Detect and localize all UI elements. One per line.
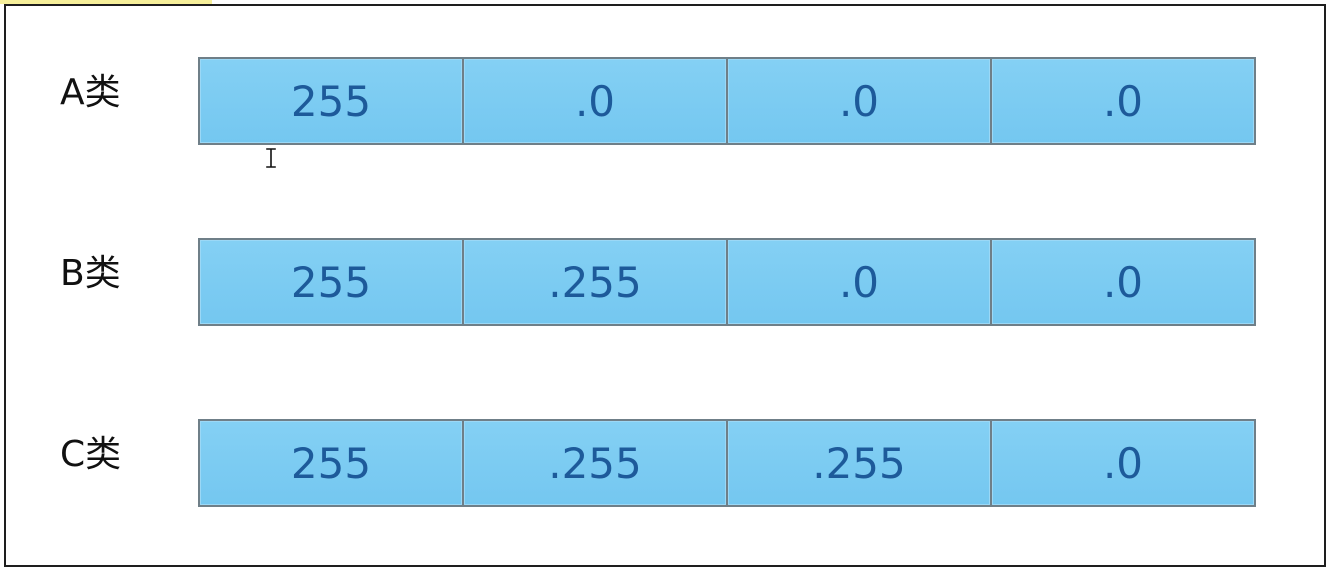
octet-cell: .0 (463, 57, 727, 145)
octet-cell: 255 (198, 419, 463, 507)
octet-cell: .255 (727, 419, 991, 507)
octet-cell: .0 (991, 57, 1256, 145)
text-cursor-icon (266, 148, 276, 168)
class-a-mask-cells: 255 .0 .0 .0 (198, 57, 1256, 145)
octet-cell: .0 (991, 238, 1256, 326)
octet-cell: .255 (463, 419, 727, 507)
octet-cell: 255 (198, 238, 463, 326)
class-a-row: A类 255 .0 .0 .0 (0, 57, 1334, 145)
octet-cell: 255 (198, 57, 463, 145)
class-c-label: C类 (60, 434, 122, 475)
octet-cell: .0 (727, 57, 991, 145)
class-a-label: A类 (60, 72, 121, 113)
class-c-mask-cells: 255 .255 .255 .0 (198, 419, 1256, 507)
class-b-mask-cells: 255 .255 .0 .0 (198, 238, 1256, 326)
octet-cell: .0 (727, 238, 991, 326)
octet-cell: .0 (991, 419, 1256, 507)
class-b-row: B类 255 .255 .0 .0 (0, 238, 1334, 326)
octet-cell: .255 (463, 238, 727, 326)
class-c-row: C类 255 .255 .255 .0 (0, 419, 1334, 507)
top-highlight-strip (0, 0, 212, 4)
class-b-label: B类 (60, 253, 121, 294)
